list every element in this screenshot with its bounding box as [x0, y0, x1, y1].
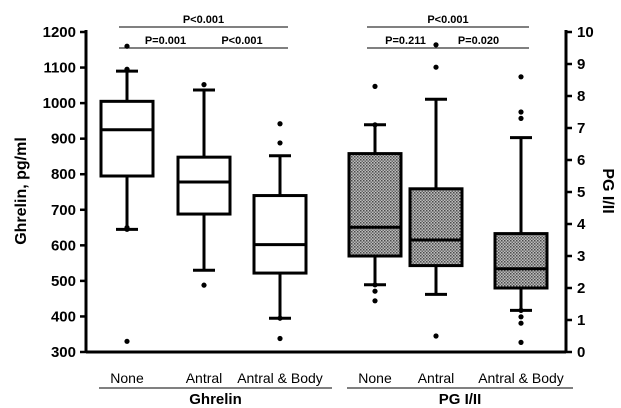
category-label: Antral [418, 370, 455, 386]
box-iqr [493, 232, 549, 290]
outlier-point [433, 42, 439, 48]
category-label: Antral [186, 370, 223, 386]
right-tick-label: 10 [577, 24, 594, 41]
left-tick-label: 300 [51, 344, 76, 361]
left-tick-label: 700 [51, 202, 76, 219]
outlier-point [518, 339, 524, 345]
box-ghrelin-antral-body [252, 121, 308, 342]
comparison-p-value: P=0.020 [458, 35, 499, 47]
group-label: PG I/II [439, 391, 482, 408]
box-iqr [99, 99, 155, 178]
box-iqr [408, 187, 464, 268]
comparison-p-value: P=0.001 [145, 35, 186, 47]
right-axis-ticks: 0 1 2 3 4 5 6 7 8 9 10 [566, 24, 594, 361]
comparison-p-value: P<0.001 [221, 35, 262, 47]
outlier-point [372, 282, 378, 288]
comparison-p-value: P=0.211 [385, 35, 426, 47]
outlier-point [372, 288, 378, 294]
outlier-point [124, 338, 130, 344]
outlier-point [518, 314, 524, 320]
right-tick-label: 8 [577, 88, 585, 105]
left-tick-label: 1200 [43, 24, 76, 41]
category-label: None [358, 370, 392, 386]
category-labels: None Antral Antral & Body Ghrelin None Antral… [99, 370, 573, 408]
right-tick-label: 9 [577, 56, 585, 73]
category-label: None [110, 370, 144, 386]
right-tick-label: 0 [577, 344, 585, 361]
category-label: Antral & Body [478, 370, 564, 386]
outlier-point [518, 115, 524, 121]
box-ghrelin-none [99, 43, 155, 344]
box-pg-i-ii-antral [408, 42, 464, 339]
box-iqr [347, 152, 403, 258]
box-pg-i-ii-antral-body [493, 74, 549, 345]
outlier-point [277, 335, 283, 342]
left-tick-label: 1000 [43, 95, 76, 112]
outlier-point [277, 315, 283, 321]
group-label: Ghrelin [189, 391, 242, 408]
left-axis-title: Ghrelin, pg/ml [13, 137, 30, 245]
outlier-point [518, 74, 524, 80]
category-label: Antral & Body [237, 370, 323, 386]
outlier-point [201, 82, 207, 88]
right-tick-label: 1 [577, 312, 585, 329]
outlier-point [372, 122, 378, 128]
box-series [99, 42, 549, 345]
right-tick-label: 2 [577, 280, 585, 297]
outlier-point [124, 226, 130, 232]
left-tick-label: 1100 [43, 60, 76, 77]
plot-area [84, 30, 568, 354]
outlier-point [277, 121, 283, 127]
outlier-point [518, 307, 524, 313]
left-tick-label: 500 [51, 273, 76, 290]
outlier-point [372, 298, 378, 304]
right-tick-label: 6 [577, 152, 585, 169]
comparison-p-value: P<0.001 [427, 14, 468, 26]
left-tick-label: 600 [51, 237, 76, 254]
left-axis-ticks: 300 400 500 600 700 800 900 1000 1100 1200 [43, 24, 86, 361]
right-tick-label: 4 [577, 216, 586, 233]
comparison-p-value: P<0.001 [183, 14, 224, 26]
right-tick-label: 3 [577, 248, 585, 265]
outlier-point [518, 109, 524, 115]
box-ghrelin-antral [176, 82, 232, 288]
box-iqr [176, 155, 232, 216]
right-tick-label: 5 [577, 184, 585, 201]
left-tick-label: 400 [51, 308, 76, 325]
box-pg-i-ii-none [347, 83, 403, 304]
left-tick-label: 900 [51, 131, 76, 148]
outlier-point [124, 66, 130, 72]
outlier-point [277, 140, 283, 146]
right-tick-label: 7 [577, 120, 585, 137]
outlier-point [372, 83, 378, 89]
left-tick-label: 800 [51, 166, 76, 183]
outlier-point [201, 282, 207, 288]
outlier-point [433, 333, 439, 339]
outlier-point [433, 64, 439, 70]
right-axis-title: PG I/II [599, 168, 616, 213]
box-iqr [252, 194, 308, 275]
outlier-point [518, 320, 524, 326]
